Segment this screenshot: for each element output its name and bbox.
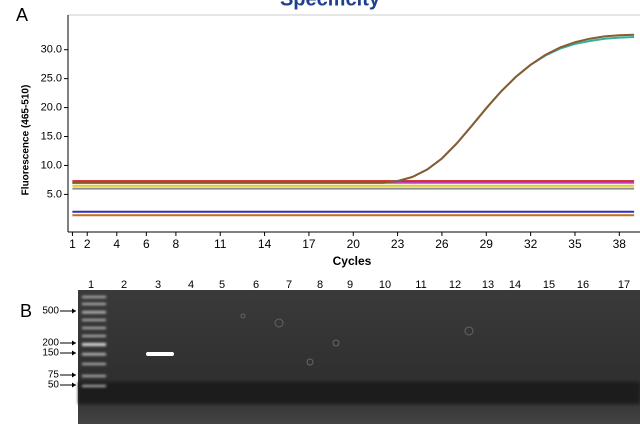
x-axis-label: Cycles (333, 254, 372, 268)
ladder-arrowhead (72, 351, 76, 356)
y-tick-label: 15.0 (41, 130, 62, 142)
ladder-arrowhead (72, 373, 76, 378)
lane-label: 13 (482, 279, 494, 291)
x-tick-label: 4 (113, 237, 120, 251)
y-tick-label: 30.0 (41, 44, 62, 56)
lane-label: 9 (347, 279, 353, 291)
x-tick-label: 23 (391, 237, 405, 251)
lane-label: 5 (219, 279, 225, 291)
x-tick-label: 26 (435, 237, 449, 251)
x-tick-label: 29 (480, 237, 494, 251)
ladder-arrowhead (72, 383, 76, 388)
x-tick-label: 32 (524, 237, 538, 251)
lane-label: 11 (415, 279, 426, 291)
x-tick-label: 8 (173, 237, 180, 251)
y-axis-label: Fluorescence (465-510) (21, 85, 32, 196)
ladder-label: 150 (42, 348, 59, 359)
y-tick-label: 10.0 (41, 159, 62, 171)
x-tick-label: 6 (143, 237, 150, 251)
lane-label: 17 (618, 279, 630, 291)
x-tick-label: 35 (568, 237, 582, 251)
lane-label: 4 (188, 279, 194, 291)
x-tick-label: 2 (84, 237, 91, 251)
lane-label: 15 (543, 279, 555, 291)
lane-label: 3 (155, 279, 161, 291)
x-tick-label: 20 (347, 237, 361, 251)
ladder-arrowhead (72, 309, 76, 314)
lane-label: 1 (88, 279, 94, 291)
y-tick-label: 5.0 (47, 188, 62, 200)
series-line (72, 37, 634, 183)
series-line (72, 35, 634, 183)
lane-label: 6 (253, 279, 259, 291)
lane-label: 14 (509, 279, 521, 291)
y-tick-label: 25.0 (41, 73, 62, 85)
ladder-arrowhead (72, 341, 76, 346)
chart-title: Specificity (280, 0, 381, 10)
lane-label: 8 (317, 279, 323, 291)
x-tick-label: 17 (302, 237, 316, 251)
y-tick-label: 20.0 (41, 101, 62, 113)
ladder-label: 500 (42, 306, 59, 317)
x-tick-label: 11 (214, 237, 227, 251)
lane-label: 12 (449, 279, 461, 291)
lane-label: 10 (379, 279, 391, 291)
lane-label: 16 (577, 279, 589, 291)
pcr-band (146, 352, 174, 356)
x-tick-label: 14 (258, 237, 272, 251)
gel-front (78, 382, 640, 404)
lane-label: 7 (286, 279, 292, 291)
panel-label: A (16, 5, 28, 25)
lane-label: 2 (121, 279, 127, 291)
x-tick-label: 38 (613, 237, 627, 251)
panel-label: B (20, 301, 32, 321)
figure: Specificity A Fluorescence (465-510) Cyc… (0, 0, 640, 424)
ladder-label: 50 (48, 380, 60, 391)
x-tick-label: 1 (69, 237, 76, 251)
